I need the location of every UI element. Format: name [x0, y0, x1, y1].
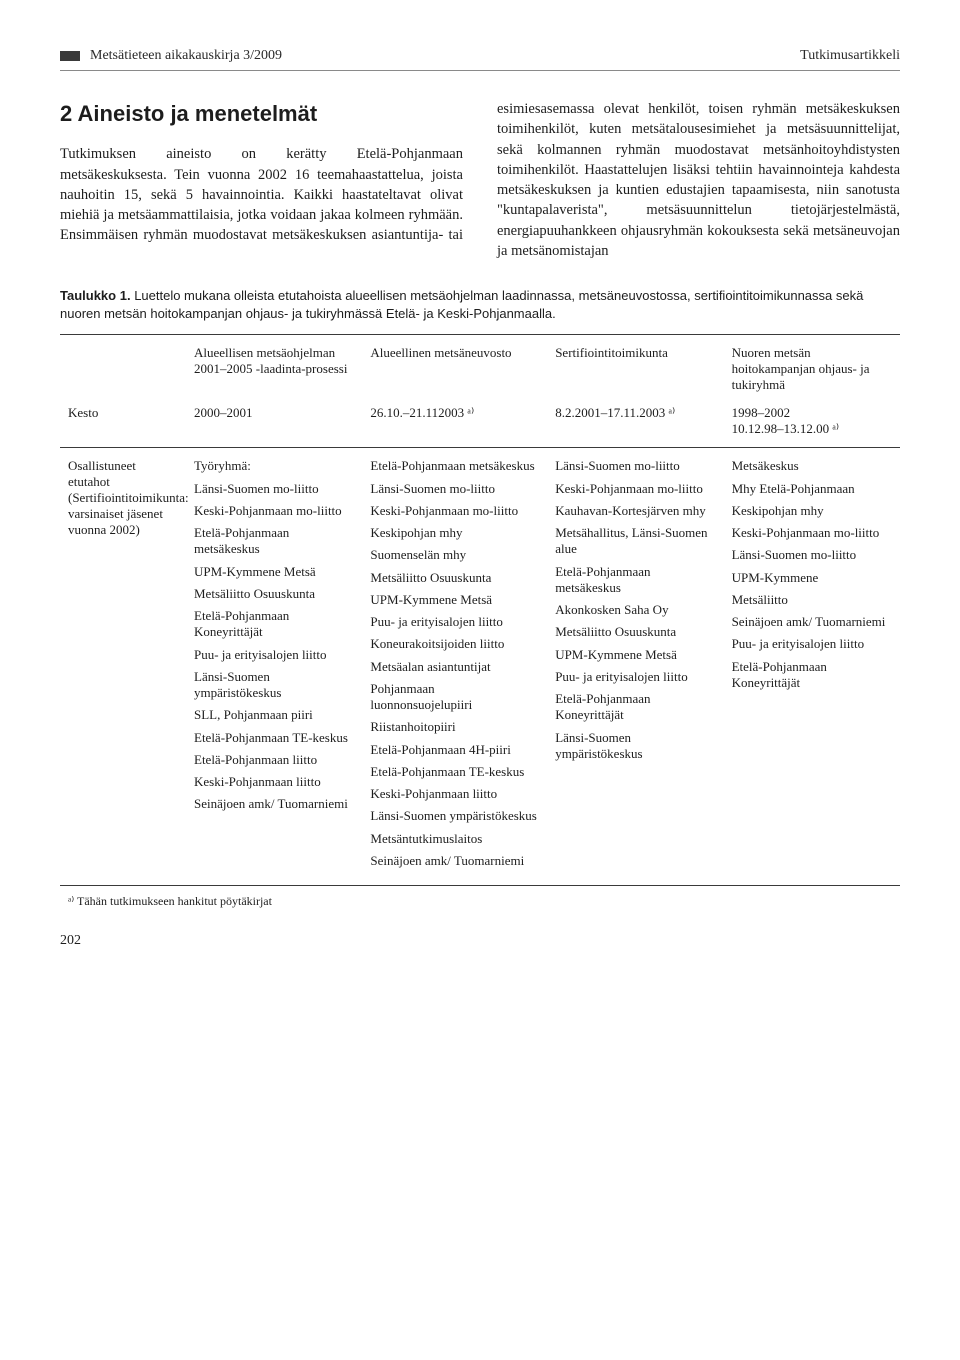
stakeholder-item: Koneurakoitsijoiden liitto — [370, 636, 539, 652]
stakeholders-col-2: Etelä-Pohjanmaan metsäkeskus Länsi-Suomen… — [362, 448, 547, 886]
stakeholder-item: UPM-Kymmene Metsä — [555, 647, 715, 663]
stakeholder-item: Seinäjoen amk/ Tuomarniemi — [194, 796, 354, 812]
table-body-row: Osallistuneet etutahot (Sertifiointitoim… — [60, 448, 900, 886]
stakeholder-item: Länsi-Suomen ympäristökeskus — [370, 808, 539, 824]
section-number: 2 — [60, 101, 72, 126]
stakeholder-item: Metsäkeskus — [732, 458, 892, 474]
stakeholder-item: Puu- ja erityisalojen liitto — [370, 614, 539, 630]
table-footnote: ᵃ⁾ Tähän tutkimukseen hankitut pöytäkirj… — [60, 886, 900, 916]
stakeholder-item: Etelä-Pohjanmaan metsäkeskus — [370, 458, 539, 474]
stakeholder-item: Puu- ja erityisalojen liitto — [732, 636, 892, 652]
stakeholder-item: UPM-Kymmene Metsä — [370, 592, 539, 608]
table-footnote-row: ᵃ⁾ Tähän tutkimukseen hankitut pöytäkirj… — [60, 886, 900, 916]
col-header-2: Alueellinen metsäneuvosto — [362, 335, 547, 400]
body-columns: 2 Aineisto ja menetelmät Tutkimuksen ain… — [60, 99, 900, 261]
stakeholder-item: Keski-Pohjanmaan liitto — [370, 786, 539, 802]
stakeholders-col-4: Metsäkeskus Mhy Etelä-Pohjanmaan Keskipohj… — [724, 448, 900, 886]
col-header-4: Nuoren metsän hoitokampanjan ohjaus- ja … — [724, 335, 900, 400]
table-caption-text: Luettelo mukana olleista etutahoista alu… — [60, 288, 863, 321]
stakeholders-col-3: Länsi-Suomen mo-liitto Keski-Pohjanmaan m… — [547, 448, 723, 886]
page-number: 202 — [60, 933, 900, 949]
journal-title: Metsätieteen aikakauskirja 3/2009 — [90, 48, 282, 64]
kesto-4: 1998–2002 10.12.98–13.12.00 ᵃ⁾ — [724, 399, 900, 448]
stakeholder-item: Etelä-Pohjanmaan Koneyrittäjät — [732, 659, 892, 692]
stakeholder-item: UPM-Kymmene — [732, 570, 892, 586]
stakeholder-item: Riistanhoitopiiri — [370, 719, 539, 735]
section-title: Aineisto ja menetelmät — [78, 101, 318, 126]
stakeholder-item: Etelä-Pohjanmaan metsäkeskus — [555, 564, 715, 597]
stakeholder-item: Metsäliitto Osuuskunta — [194, 586, 354, 602]
stakeholder-item: Etelä-Pohjanmaan Koneyrittäjät — [194, 608, 354, 641]
stakeholder-item: Keski-Pohjanmaan mo-liitto — [370, 503, 539, 519]
stakeholder-item: Pohjanmaan luonnonsuojelupiiri — [370, 681, 539, 714]
stakeholder-item: Metsäntutkimuslaitos — [370, 831, 539, 847]
running-head: Metsätieteen aikakauskirja 3/2009 Tutkim… — [60, 48, 900, 64]
stakeholder-item: Keskipohjan mhy — [732, 503, 892, 519]
stakeholders-col-1: Työryhmä: Länsi-Suomen mo-liitto Keski-Poh… — [186, 448, 362, 886]
stakeholders-table: Alueellisen metsäohjelman 2001–2005 -laa… — [60, 334, 900, 915]
stakeholder-item: Kauhavan-Kortesjärven mhy — [555, 503, 715, 519]
stakeholder-item: SLL, Pohjanmaan piiri — [194, 707, 354, 723]
kesto-2: 26.10.–21.112003 ᵃ⁾ — [362, 399, 547, 448]
stakeholder-item: Etelä-Pohjanmaan metsäkeskus — [194, 525, 354, 558]
stakeholder-item: Etelä-Pohjanmaan TE-keskus — [370, 764, 539, 780]
stakeholder-item: Suomenselän mhy — [370, 547, 539, 563]
stakeholder-item: Keski-Pohjanmaan mo-liitto — [194, 503, 354, 519]
stakeholder-item: Puu- ja erityisalojen liitto — [555, 669, 715, 685]
stakeholder-item: Metsäliitto Osuuskunta — [370, 570, 539, 586]
stakeholder-item: Puu- ja erityisalojen liitto — [194, 647, 354, 663]
stakeholder-item: Metsäliitto Osuuskunta — [555, 624, 715, 640]
stakeholder-item: Mhy Etelä-Pohjanmaan — [732, 481, 892, 497]
stakeholder-item: Keskipohjan mhy — [370, 525, 539, 541]
header-blank — [60, 335, 186, 400]
table-header-row-1: Alueellisen metsäohjelman 2001–2005 -laa… — [60, 335, 900, 400]
stakeholder-item: Länsi-Suomen ympäristökeskus — [555, 730, 715, 763]
stakeholder-item: UPM-Kymmene Metsä — [194, 564, 354, 580]
article-type: Tutkimusartikkeli — [800, 48, 900, 64]
stakeholder-intro: Työryhmä: — [194, 458, 354, 474]
col-header-1: Alueellisen metsäohjelman 2001–2005 -laa… — [186, 335, 362, 400]
top-rule — [60, 70, 900, 71]
body-row-label: Osallistuneet etutahot (Sertifiointitoim… — [60, 448, 186, 886]
stakeholder-item: Akonkosken Saha Oy — [555, 602, 715, 618]
stakeholder-item: Metsäalan asiantuntijat — [370, 659, 539, 675]
table-caption-label: Taulukko 1. — [60, 288, 131, 303]
stakeholder-item: Etelä-Pohjanmaan TE-keskus — [194, 730, 354, 746]
journal-bar-icon — [60, 51, 80, 61]
table-caption: Taulukko 1. Luettelo mukana olleista etu… — [60, 287, 900, 322]
stakeholder-item: Länsi-Suomen mo-liitto — [370, 481, 539, 497]
stakeholder-item: Länsi-Suomen mo-liitto — [555, 458, 715, 474]
stakeholder-item: Keski-Pohjanmaan liitto — [194, 774, 354, 790]
stakeholder-item: Metsäliitto — [732, 592, 892, 608]
stakeholder-item: Seinäjoen amk/ Tuomarniemi — [370, 853, 539, 869]
stakeholder-item: Keski-Pohjanmaan mo-liitto — [555, 481, 715, 497]
stakeholder-item: Länsi-Suomen ympäristökeskus — [194, 669, 354, 702]
table-header-row-2: Kesto 2000–2001 26.10.–21.112003 ᵃ⁾ 8.2.… — [60, 399, 900, 448]
kesto-3: 8.2.2001–17.11.2003 ᵃ⁾ — [547, 399, 723, 448]
stakeholder-item: Keski-Pohjanmaan mo-liitto — [732, 525, 892, 541]
kesto-label: Kesto — [60, 399, 186, 448]
col-header-3: Sertifiointitoimikunta — [547, 335, 723, 400]
running-head-left: Metsätieteen aikakauskirja 3/2009 — [60, 48, 282, 64]
stakeholder-item: Länsi-Suomen mo-liitto — [732, 547, 892, 563]
stakeholder-item: Metsähallitus, Länsi-Suomen alue — [555, 525, 715, 558]
stakeholder-item: Etelä-Pohjanmaan liitto — [194, 752, 354, 768]
kesto-1: 2000–2001 — [186, 399, 362, 448]
stakeholder-item: Seinäjoen amk/ Tuomarniemi — [732, 614, 892, 630]
stakeholder-item: Etelä-Pohjanmaan 4H-piiri — [370, 742, 539, 758]
section-heading: 2 Aineisto ja menetelmät — [60, 99, 463, 130]
stakeholder-item: Länsi-Suomen mo-liitto — [194, 481, 354, 497]
stakeholder-item: Etelä-Pohjanmaan Koneyrittäjät — [555, 691, 715, 724]
